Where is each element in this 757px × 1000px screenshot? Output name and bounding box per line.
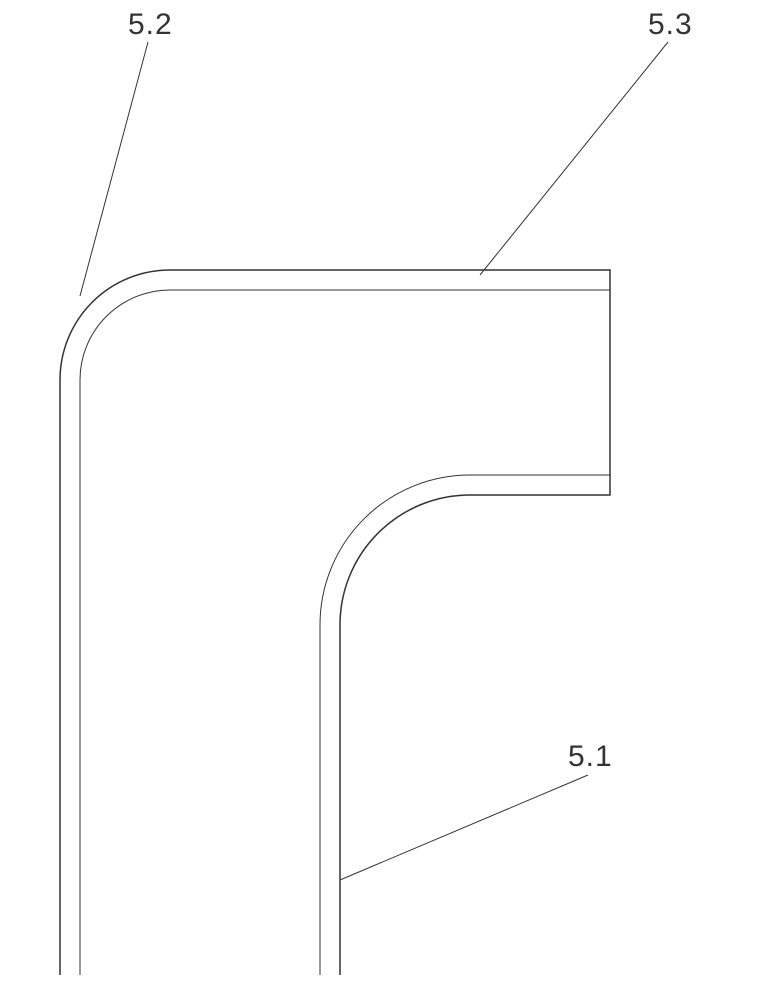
leader-5-2 [80, 42, 148, 296]
elbow-outer-outline [60, 270, 610, 975]
label-5-1: 5.1 [568, 740, 613, 774]
elbow-inner-line-outer-side [80, 290, 610, 975]
label-5-2: 5.2 [128, 8, 173, 42]
leader-5-1 [340, 775, 588, 880]
leader-5-3 [480, 42, 668, 275]
label-5-3: 5.3 [648, 8, 693, 42]
